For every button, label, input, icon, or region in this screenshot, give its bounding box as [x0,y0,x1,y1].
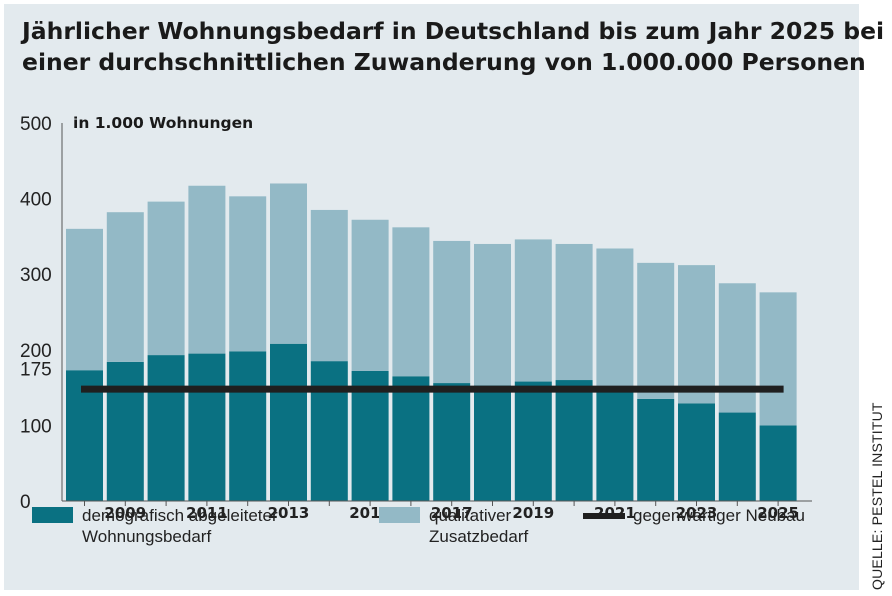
chart-title: Jährlicher Wohnungsbedarf in Deutschland… [22,16,885,78]
x-tick-label-2025: 2025 [757,504,799,522]
bar-demografisch-2020 [555,380,593,501]
y-tick-label-200: 200 [20,341,52,362]
y-tick-label-300: 300 [20,265,52,286]
bar-qualitativ-2020 [555,243,593,381]
legend-label-neubau-line-1: gegenwärtiger Neubau [633,506,806,525]
bar-qualitativ-2011 [188,185,226,354]
x-tick-label-2023: 2023 [676,504,718,522]
x-tick-label-2011: 2011 [186,504,228,522]
bar-demografisch-2022 [637,398,675,501]
x-tick-label-2017: 2017 [431,504,473,522]
bar-demografisch-2011 [188,353,226,501]
bar-demografisch-2010 [147,355,185,501]
bar-demografisch-2012 [229,351,267,501]
bar-demografisch-2018 [474,385,511,501]
bar-qualitativ-2008 [66,228,103,371]
legend-label-demografisch-line-1: demografisch abgeleiteter [82,506,278,525]
legend-label-demografisch: demografisch abgeleiteter Wohnungsbedarf [82,505,278,547]
bar-demografisch-2019 [514,381,552,501]
bar-qualitativ-2019 [514,239,552,382]
legend-label-neubau: gegenwärtiger Neubau [633,505,805,526]
bar-qualitativ-2021 [596,248,634,388]
y-unit-label: in 1.000 Wohnungen [73,114,253,132]
y-tick-label-175: 175 [20,360,52,381]
bar-qualitativ-2022 [637,262,675,399]
y-tick-label-0: 0 [20,492,31,513]
legend-swatch-qualitativ [379,507,420,523]
bar-demografisch-2015 [351,370,389,501]
bar-demografisch-2024 [718,412,756,501]
chart-panel [4,4,859,590]
bar-qualitativ-2023 [678,265,715,404]
bar-demografisch-2021 [596,387,634,501]
bar-demografisch-2016 [392,376,430,501]
bar-qualitativ-2015 [351,219,389,371]
bar-demografisch-2017 [433,383,471,501]
x-tick-label-2013: 2013 [268,504,310,522]
legend-label-qualitativ-line-2: Zusatzbedarf [429,527,529,546]
bar-qualitativ-2017 [433,240,471,384]
legend-label-demografisch-line-2: Wohnungsbedarf [82,527,212,546]
y-tick-label-500: 500 [20,114,52,135]
bar-qualitativ-2016 [392,227,430,377]
x-tick-label-2009: 2009 [104,504,146,522]
bar-qualitativ-2018 [474,243,511,386]
bar-demografisch-2013 [270,343,307,501]
legend-swatch-demografisch [32,507,73,523]
bar-qualitativ-2012 [229,196,267,352]
legend-label-qualitativ-line-1: qualitativer [429,506,512,525]
bar-qualitativ-2025 [759,292,797,426]
bar-qualitativ-2014 [310,209,348,362]
legend-label-qualitativ: qualitativer Zusatzbedarf [429,505,528,547]
legend-line-neubau [583,513,625,519]
bar-demografisch-2009 [106,361,144,501]
bar-demografisch-2025 [759,425,797,501]
bar-qualitativ-2013 [270,183,307,344]
bar-demografisch-2014 [310,361,348,501]
bar-qualitativ-2024 [718,283,756,413]
chart-title-line-2: einer durchschnittlichen Zuwanderung von… [22,48,866,76]
bar-qualitativ-2009 [106,212,144,362]
x-tick-label-2019: 2019 [512,504,554,522]
y-tick-label-100: 100 [20,416,52,437]
chart-title-line-1: Jährlicher Wohnungsbedarf in Deutschland… [22,17,885,45]
source-credit: QUELLE: PESTEL INSTITUT [869,402,885,590]
bar-demografisch-2023 [678,403,715,501]
bar-qualitativ-2010 [147,201,185,356]
y-tick-label-400: 400 [20,190,52,211]
